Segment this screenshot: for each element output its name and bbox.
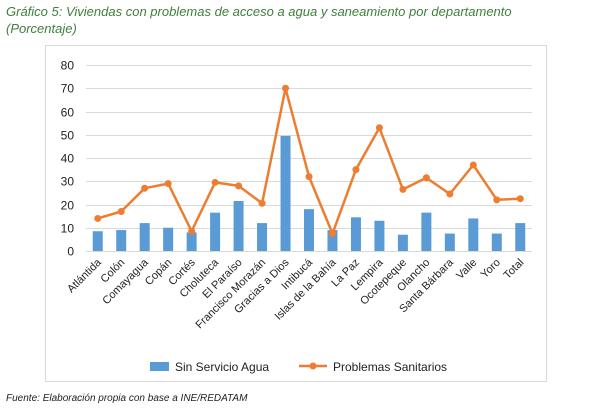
bar [92, 231, 103, 251]
line-point [422, 174, 430, 182]
x-tick-label: Valle [454, 257, 479, 282]
line-point [446, 190, 454, 198]
chart-frame [45, 45, 547, 382]
bar [210, 212, 221, 251]
bar [257, 223, 268, 251]
line-point [164, 180, 172, 188]
line-point [328, 230, 336, 238]
bar [163, 227, 174, 251]
y-tick-label: 20 [61, 199, 75, 213]
line-point [305, 173, 313, 181]
bar [327, 230, 338, 251]
chart-title-line1: Gráfico 5: Viviendas con problemas de ac… [6, 4, 512, 19]
bar [397, 234, 408, 251]
line-point [141, 184, 149, 192]
legend-label-line: Problemas Sanitarios [333, 360, 447, 374]
bar [116, 230, 127, 251]
chart-title-line2: (Porcentaje) [6, 21, 77, 36]
x-tick-label: Yoro [479, 257, 503, 281]
bar [421, 212, 432, 251]
line-point [282, 84, 290, 92]
line-point [516, 195, 524, 203]
bar [186, 232, 197, 251]
bar [304, 209, 314, 251]
chart-title: Gráfico 5: Viviendas con problemas de ac… [6, 3, 596, 37]
y-axis: 0 10 20 30 40 50 60 70 80 [61, 59, 75, 259]
bar [374, 220, 385, 251]
x-tick-label: Total [501, 257, 526, 282]
legend-swatch-marker [309, 362, 317, 370]
line-point [188, 227, 196, 235]
y-tick-label: 30 [61, 175, 75, 189]
bar [468, 218, 479, 251]
y-tick-label: 10 [61, 222, 75, 236]
y-tick-label: 60 [61, 106, 75, 120]
bar [515, 223, 526, 251]
line-point [117, 207, 125, 215]
y-tick-label: 50 [61, 129, 75, 143]
legend: Sin Servicio Agua Problemas Sanitarios [150, 360, 447, 374]
legend-label-bar: Sin Servicio Agua [175, 360, 269, 374]
line-series [94, 84, 524, 238]
line-point [211, 178, 219, 186]
line-point [399, 185, 407, 193]
gridlines [86, 65, 532, 252]
bar [350, 217, 361, 251]
y-tick-label: 70 [61, 82, 75, 96]
source-note: Fuente: Elaboración propia con base a IN… [6, 393, 248, 404]
legend-swatch-bar [150, 362, 169, 371]
bar [280, 135, 291, 251]
line-point [352, 166, 360, 174]
y-tick-label: 80 [61, 59, 75, 73]
bar-series [92, 135, 526, 251]
line-point [375, 124, 383, 132]
x-axis: AtlántidaColónComayaguaCopánCortésCholut… [65, 256, 526, 331]
bar [233, 201, 244, 251]
line-point [235, 182, 243, 190]
line-point [469, 161, 477, 169]
line-point [94, 214, 102, 222]
y-tick-label: 40 [61, 152, 75, 166]
bar [139, 223, 150, 251]
bar [491, 233, 502, 251]
y-tick-label: 0 [67, 245, 74, 259]
line-point [258, 199, 266, 207]
bar [444, 233, 455, 251]
line-point [493, 196, 501, 204]
